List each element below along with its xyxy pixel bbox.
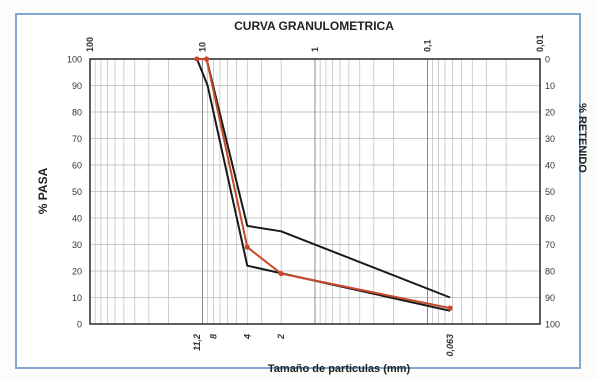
tick-labels: 0102030405060708090100100908070605040302… — [67, 34, 560, 356]
x-tick-bottom: 2 — [276, 334, 286, 340]
x-tick-top: 1 — [310, 47, 320, 52]
y-axis-label-left: % PASA — [36, 167, 50, 214]
y-tick-left: 20 — [72, 267, 82, 277]
y-tick-left: 80 — [72, 108, 82, 118]
x-axis-label: Tamaño de particulas (mm) — [268, 363, 411, 375]
x-tick-bottom: 0,063 — [445, 334, 455, 357]
series-point-curve — [203, 56, 210, 62]
y-tick-right: 30 — [545, 134, 555, 144]
series-line-envelope-coarse — [205, 58, 451, 299]
plot-frame — [89, 58, 541, 325]
y-tick-right: 50 — [545, 187, 555, 197]
y-tick-right: 40 — [545, 161, 555, 171]
y-tick-right: 20 — [545, 108, 555, 118]
x-tick-bottom: 4 — [242, 334, 252, 340]
x-tick-bottom: 11,2 — [192, 334, 202, 351]
x-tick-top: 0,1 — [423, 39, 433, 52]
chart-title: CURVA GRANULOMETRICA — [234, 19, 394, 33]
y-tick-right: 70 — [545, 240, 555, 250]
data-series — [194, 56, 453, 312]
y-tick-right: 0 — [545, 55, 550, 65]
y-tick-left: 0 — [77, 320, 82, 330]
y-axis-label-right: % RETENIDO — [576, 103, 588, 173]
series-point-curve — [244, 244, 250, 250]
x-tick-bottom: 8 — [208, 334, 218, 339]
y-tick-left: 70 — [72, 134, 82, 144]
y-tick-left: 40 — [72, 214, 82, 224]
series-point-curve — [194, 56, 200, 62]
y-tick-left: 100 — [67, 55, 82, 65]
x-tick-top: 100 — [85, 37, 95, 52]
y-tick-left: 10 — [72, 293, 82, 303]
y-tick-left: 50 — [72, 187, 82, 197]
series-point-curve — [278, 271, 284, 277]
series-point-curve — [447, 305, 453, 311]
y-tick-left: 90 — [72, 81, 82, 91]
y-tick-left: 60 — [72, 161, 82, 171]
y-tick-right: 90 — [545, 293, 555, 303]
x-tick-top: 10 — [198, 42, 208, 52]
y-tick-right: 100 — [545, 320, 560, 330]
y-tick-right: 10 — [545, 81, 555, 91]
x-tick-top: 0,01 — [535, 34, 545, 52]
y-tick-left: 30 — [72, 240, 82, 250]
y-tick-right: 80 — [545, 267, 555, 277]
y-tick-right: 60 — [545, 214, 555, 224]
